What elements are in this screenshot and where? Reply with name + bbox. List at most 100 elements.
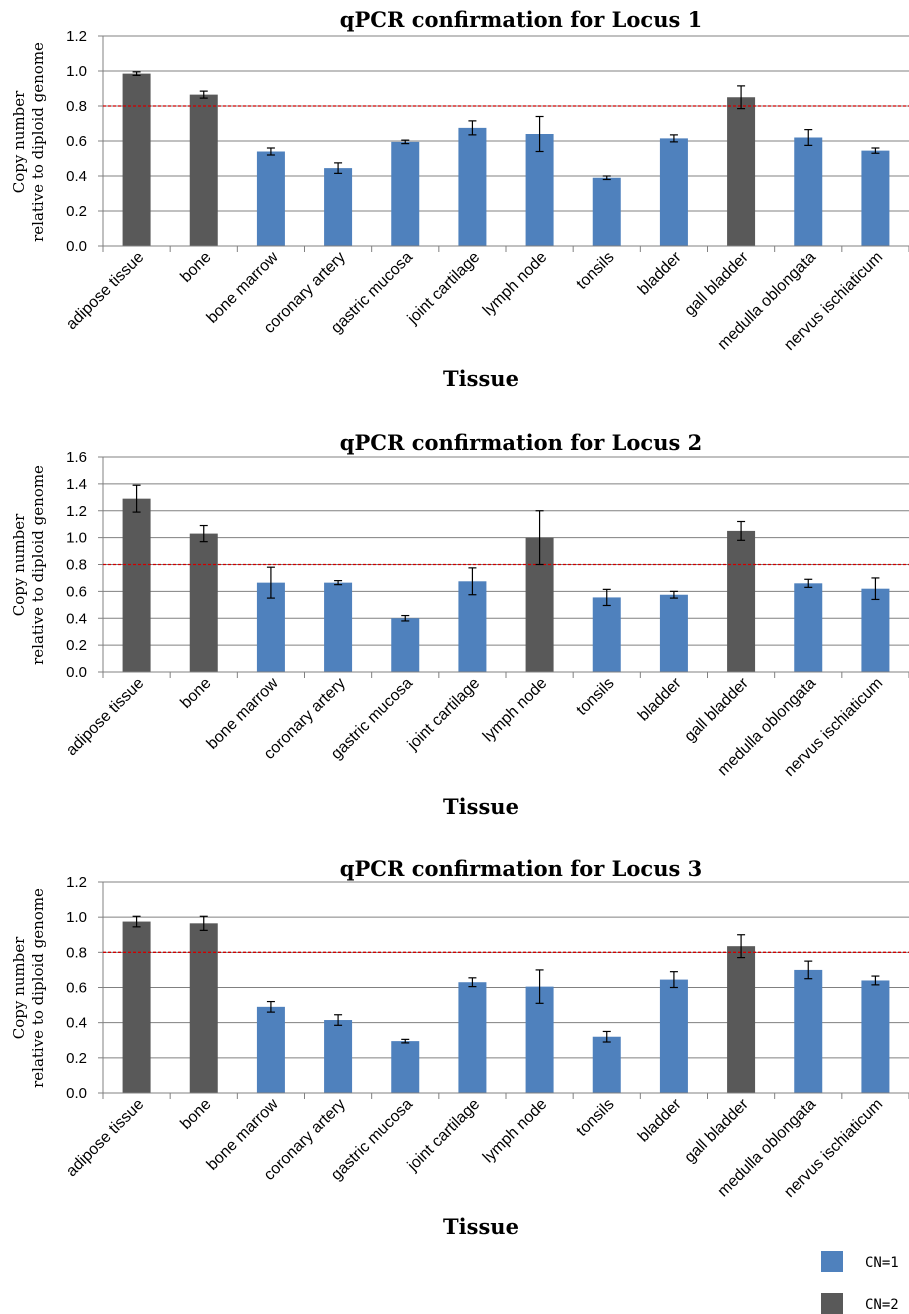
x-category-label: adipose tissue: [63, 1096, 147, 1180]
y-tick-label: 0.4: [66, 1015, 87, 1032]
y-tick-label: 0.4: [66, 610, 87, 627]
y-axis-title-line-2: relative to diploid genome: [29, 42, 47, 242]
y-axis-title: Copy number relative to diploid genome: [10, 42, 47, 242]
x-axis-title: Tissue: [443, 366, 519, 391]
chart-locus-2: qPCR confirmation for Locus 2 0.0 0.2 0.4 0.…: [10, 430, 909, 819]
x-category-label: gall bladder: [681, 1095, 752, 1166]
y-tick-label: 1.6: [66, 449, 87, 466]
bar-medulla-oblongata: [794, 137, 823, 246]
y-tick-label: 0.8: [66, 944, 87, 961]
x-category-label: gall bladder: [681, 674, 752, 745]
x-axis-title: Tissue: [443, 794, 519, 819]
bar-lymph-node: [525, 134, 554, 246]
y-axis-title-line-2: relative to diploid genome: [29, 465, 47, 665]
x-category-label: gall bladder: [681, 248, 752, 319]
y-tick-label: 0.4: [66, 168, 87, 185]
bar-tonsils: [592, 1036, 621, 1093]
chart-locus-1: qPCR confirmation for Locus 1 0.0 0.2 0.4 0.…: [10, 7, 909, 391]
bar-joint-cartilage: [458, 581, 487, 672]
bar-lymph-node: [525, 986, 554, 1093]
bar-medulla-oblongata: [794, 969, 823, 1093]
x-category-label: lymph node: [480, 1096, 551, 1167]
bar-bladder: [659, 594, 688, 672]
bar-bone-marrow: [256, 151, 285, 246]
bar-gastric-mucosa: [391, 141, 420, 246]
bar-adipose-tissue: [122, 921, 151, 1093]
bar-tonsils: [592, 597, 621, 672]
y-tick-label: 0.2: [66, 637, 87, 654]
y-tick-label: 0.6: [66, 583, 87, 600]
x-category-label: bone: [177, 1096, 214, 1133]
chart-title: qPCR confirmation for Locus 1: [340, 7, 702, 32]
x-category-label: bladder: [635, 248, 685, 298]
x-category-label: tonsils: [573, 675, 617, 719]
bar-nervus-ischiaticum: [861, 150, 890, 246]
y-tick-label: 0.2: [66, 1050, 87, 1067]
y-tick-label: 0.6: [66, 133, 87, 150]
y-axis-title-line-1: Copy number: [10, 936, 28, 1039]
bar-bone: [189, 94, 218, 246]
bar-adipose-tissue: [122, 498, 151, 672]
y-tick-label: 1.2: [66, 28, 87, 45]
y-tick-label: 1.2: [66, 503, 87, 520]
y-tick-label: 1.0: [66, 909, 87, 926]
x-category-label: tonsils: [573, 249, 617, 293]
y-axis-title: Copy number relative to diploid genome: [10, 465, 47, 665]
x-category-label: bladder: [635, 674, 685, 724]
y-tick-label: 1.2: [66, 874, 87, 891]
bar-bone: [189, 533, 218, 672]
bar-nervus-ischiaticum: [861, 588, 890, 672]
x-category-label: lymph node: [480, 249, 551, 320]
x-category-label: bone: [177, 249, 214, 286]
legend: CN=1 CN=2: [821, 1251, 899, 1314]
x-category-label: adipose tissue: [63, 675, 147, 759]
y-tick-label: 0.6: [66, 980, 87, 997]
bar-nervus-ischiaticum: [861, 980, 890, 1093]
y-tick-label: 1.0: [66, 530, 87, 547]
bar-gastric-mucosa: [391, 1041, 420, 1093]
chart-locus-3: qPCR confirmation for Locus 3 0.0 0.2 0.4 0.…: [10, 856, 909, 1239]
y-tick-label: 0.8: [66, 98, 87, 115]
x-category-label: adipose tissue: [63, 249, 147, 333]
bar-bladder: [659, 138, 688, 246]
legend-label: CN=1: [865, 1255, 899, 1271]
bar-medulla-oblongata: [794, 583, 823, 672]
bar-joint-cartilage: [458, 127, 487, 246]
x-axis-title: Tissue: [443, 1214, 519, 1239]
y-tick-label: 0.0: [66, 238, 87, 255]
x-category-label: lymph node: [480, 675, 551, 746]
bar-gall-bladder: [727, 530, 756, 672]
bar-gall-bladder: [727, 946, 756, 1093]
y-axis-title: Copy number relative to diploid genome: [10, 888, 47, 1088]
y-tick-label: 0.2: [66, 203, 87, 220]
x-category-label: bone: [177, 675, 214, 712]
bar-gall-bladder: [727, 97, 756, 246]
bar-coronary-artery: [324, 1020, 353, 1093]
legend-label: CN=2: [865, 1297, 899, 1313]
bar-gastric-mucosa: [391, 618, 420, 672]
y-tick-label: 0.0: [66, 1085, 87, 1102]
y-tick-label: 0.0: [66, 664, 87, 681]
bar-tonsils: [592, 177, 621, 246]
bar-bone: [189, 923, 218, 1093]
bar-adipose-tissue: [122, 73, 151, 246]
bar-bladder: [659, 979, 688, 1093]
y-tick-label: 1.4: [66, 476, 87, 493]
y-axis-title-line-2: relative to diploid genome: [29, 888, 47, 1088]
legend-swatch-cn-1: [821, 1251, 843, 1272]
y-axis-title-line-1: Copy number: [10, 90, 28, 193]
y-axis-title-line-1: Copy number: [10, 513, 28, 616]
x-category-label: bladder: [635, 1095, 685, 1145]
chart-title: qPCR confirmation for Locus 3: [340, 856, 702, 881]
y-tick-label: 1.0: [66, 63, 87, 80]
bar-joint-cartilage: [458, 982, 487, 1093]
legend-swatch-cn-2: [821, 1293, 843, 1314]
chart-title: qPCR confirmation for Locus 2: [340, 430, 702, 455]
x-category-label: tonsils: [573, 1096, 617, 1140]
bar-coronary-artery: [324, 582, 353, 672]
y-tick-label: 0.8: [66, 557, 87, 574]
charts-layer: qPCR confirmation for Locus 1 0.0 0.2 0.4 0.…: [10, 7, 909, 1239]
bar-bone-marrow: [256, 1006, 285, 1093]
bar-coronary-artery: [324, 168, 353, 246]
